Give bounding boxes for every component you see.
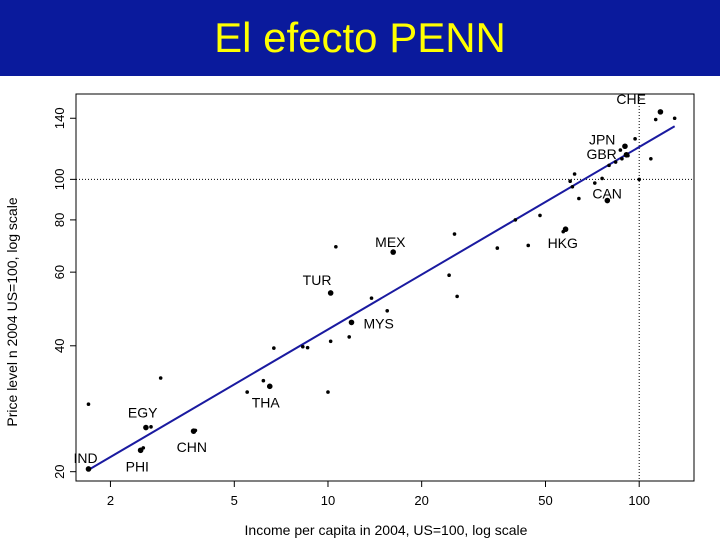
point-can xyxy=(604,197,611,204)
y-tick-label-20: 20 xyxy=(52,464,67,478)
data-point-12 xyxy=(334,244,338,249)
data-point-22 xyxy=(538,213,542,218)
point-phi xyxy=(137,447,144,454)
label-chn: CHN xyxy=(177,439,207,455)
data-point-3 xyxy=(158,376,163,380)
title-bar xyxy=(0,0,720,76)
label-gbr: GBR xyxy=(586,146,616,162)
plot-frame xyxy=(75,93,695,482)
data-point-13 xyxy=(347,335,352,339)
point-jpn xyxy=(622,143,628,150)
x-tick-label-50: 50 xyxy=(538,493,552,508)
x-tick-label-10: 10 xyxy=(321,493,335,508)
point-tur xyxy=(327,290,334,296)
point-chn xyxy=(190,428,197,434)
point-mys xyxy=(348,319,355,326)
data-point-11 xyxy=(328,339,333,344)
data-point-17 xyxy=(452,232,457,236)
y-tick-label-60: 60 xyxy=(52,265,67,279)
data-point-16 xyxy=(447,273,451,277)
label-jpn: JPN xyxy=(589,131,615,147)
data-point-2 xyxy=(149,425,153,429)
data-point-38 xyxy=(653,117,658,122)
y-axis: 20 40 60 80 100 140 xyxy=(52,107,76,479)
y-axis-title: Price level n 2004 US=100, log scale xyxy=(4,197,20,426)
reference-lines xyxy=(76,94,694,481)
data-point-35 xyxy=(633,137,637,141)
data-point-19 xyxy=(495,246,500,250)
data-point-28 xyxy=(592,181,597,185)
points-group xyxy=(85,109,677,472)
y-tick-label-40: 40 xyxy=(52,339,67,353)
data-point-6 xyxy=(261,378,266,383)
data-point-39 xyxy=(672,116,677,121)
y-tick-label-140: 140 xyxy=(52,107,67,129)
data-point-24 xyxy=(568,179,572,183)
data-point-20 xyxy=(513,218,518,222)
point-mex xyxy=(390,249,396,255)
label-che: CHE xyxy=(616,91,646,107)
fit-line xyxy=(87,125,676,471)
x-axis: 2 5 10 20 50 100 xyxy=(107,481,650,508)
label-ind: IND xyxy=(73,450,97,466)
data-point-27 xyxy=(577,196,581,201)
x-tick-label-5: 5 xyxy=(231,493,238,508)
data-point-37 xyxy=(649,156,653,161)
data-point-18 xyxy=(455,294,459,299)
slide-title: El efecto PENN xyxy=(214,14,506,61)
data-point-7 xyxy=(272,346,276,350)
label-tur: TUR xyxy=(303,272,332,288)
x-axis-title: Income per capita in 2004, US=100, log s… xyxy=(245,522,528,538)
y-tick-label-100: 100 xyxy=(52,169,67,191)
label-mys: MYS xyxy=(363,315,393,331)
x-tick-label-20: 20 xyxy=(414,493,428,508)
data-point-0 xyxy=(86,402,91,406)
data-point-25 xyxy=(570,184,575,189)
data-point-36 xyxy=(637,177,641,182)
data-point-31 xyxy=(613,160,618,164)
data-point-15 xyxy=(385,308,390,313)
label-mex: MEX xyxy=(375,234,406,250)
point-tha xyxy=(266,383,273,390)
label-can: CAN xyxy=(592,186,622,202)
fit-line-group xyxy=(87,125,676,471)
data-point-5 xyxy=(245,390,249,394)
point-che xyxy=(657,109,664,115)
point-ind xyxy=(85,466,92,472)
label-phi: PHI xyxy=(126,458,149,474)
label-egy: EGY xyxy=(128,405,158,421)
data-point-30 xyxy=(607,163,611,168)
point-egy xyxy=(143,424,149,431)
data-point-14 xyxy=(369,296,374,300)
point-gbr xyxy=(623,151,630,158)
point-hkg xyxy=(562,226,569,233)
label-hkg: HKG xyxy=(548,235,578,251)
data-point-8 xyxy=(300,344,305,349)
label-tha: THA xyxy=(252,394,281,410)
x-tick-label-2: 2 xyxy=(107,493,114,508)
x-tick-label-100: 100 xyxy=(628,493,650,508)
data-point-21 xyxy=(526,243,531,248)
y-tick-label-80: 80 xyxy=(52,213,67,227)
data-point-26 xyxy=(572,172,577,176)
data-point-29 xyxy=(600,176,604,181)
data-point-9 xyxy=(305,345,310,350)
data-point-33 xyxy=(620,156,624,161)
data-point-32 xyxy=(618,148,623,152)
data-point-10 xyxy=(326,390,330,394)
